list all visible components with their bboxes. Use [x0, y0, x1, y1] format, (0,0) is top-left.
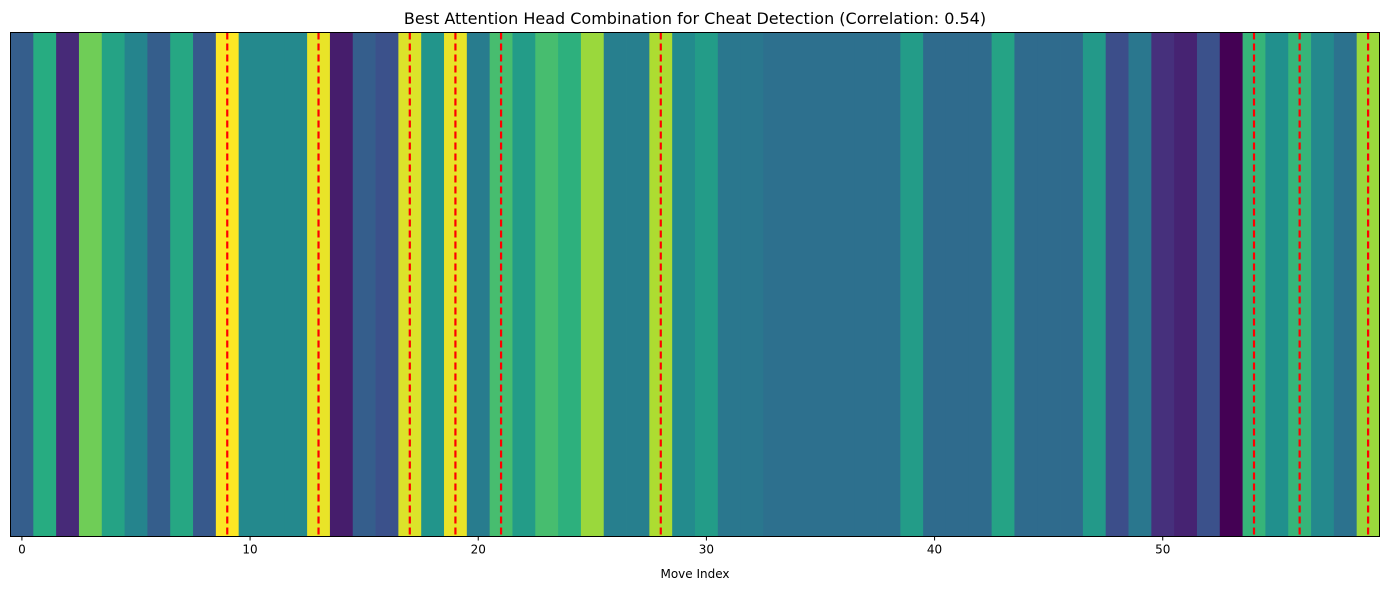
- heatmap-cell-33: [763, 32, 787, 537]
- heatmap-cell-14: [329, 32, 354, 537]
- heatmap-cell-4: [101, 32, 125, 537]
- heatmap-cell-43: [991, 32, 1015, 537]
- heatmap-cell-15: [352, 32, 376, 537]
- heatmap-cell-19: [444, 32, 468, 537]
- heatmap-cell-39: [900, 32, 924, 537]
- heatmap-cell-26: [603, 32, 627, 537]
- heatmap-cell-17: [398, 32, 422, 537]
- heatmap-cell-32: [740, 32, 764, 537]
- plot-frame: [10, 32, 1380, 537]
- heatmap-cell-9: [215, 32, 240, 537]
- x-tick-label-50: 50: [1155, 543, 1170, 557]
- heatmap-cell-7: [170, 32, 194, 537]
- heatmap-cell-6: [147, 32, 171, 537]
- heatmap-cell-50: [1151, 32, 1175, 537]
- heatmap-cell-3: [78, 32, 103, 537]
- heatmap-cell-40: [923, 32, 947, 537]
- heatmap-cell-49: [1128, 32, 1152, 537]
- heatmap-cell-20: [466, 32, 491, 537]
- heatmap-cell-58: [1333, 32, 1358, 537]
- heatmap-cell-41: [945, 32, 970, 537]
- x-axis-label: Move Index: [660, 567, 729, 581]
- heatmap-cell-29: [672, 32, 696, 537]
- heatmap-cell-53: [1219, 32, 1243, 537]
- heatmap-cell-44: [1014, 32, 1038, 537]
- heatmap-cell-45: [1037, 32, 1061, 537]
- x-tick-label-10: 10: [242, 543, 257, 557]
- heatmap-cell-21: [489, 32, 513, 537]
- heatmap-cell-13: [307, 32, 331, 537]
- heatmap-cell-5: [124, 32, 148, 537]
- heatmap-cell-23: [535, 32, 559, 537]
- x-tick-label-0: 0: [18, 543, 26, 557]
- heatmap-cell-42: [968, 32, 993, 537]
- x-tick-label-40: 40: [927, 543, 942, 557]
- highlight-lines: [226, 32, 1370, 537]
- heatmap-cell-27: [626, 32, 650, 537]
- heatmap-cell-28: [649, 32, 673, 537]
- heatmap-cell-56: [1288, 32, 1312, 537]
- heatmap-cell-22: [512, 32, 536, 537]
- heatmap-cell-24: [558, 32, 582, 537]
- heatmap-cell-10: [238, 32, 262, 537]
- heatmap-cell-36: [831, 32, 856, 537]
- heatmap-cell-2: [56, 32, 80, 537]
- heatmap-cell-54: [1242, 32, 1266, 537]
- x-axis-ticks: 0 10 20 30 40 50: [18, 536, 1170, 557]
- heatmap-cell-12: [284, 32, 308, 537]
- heatmap-cell-16: [375, 32, 399, 537]
- heatmap-cell-47: [1082, 32, 1107, 537]
- heatmap-cell-0: [10, 32, 34, 537]
- heatmap-cell-51: [1174, 32, 1198, 537]
- heatmap-cell-46: [1060, 32, 1084, 537]
- heatmap-cell-38: [877, 32, 901, 537]
- x-tick-label-20: 20: [471, 543, 486, 557]
- heatmap-cell-35: [809, 32, 833, 537]
- heatmap-cell-18: [421, 32, 445, 537]
- heatmap-cell-52: [1196, 32, 1221, 537]
- heatmap-cells: [10, 32, 1380, 537]
- heatmap-cell-34: [786, 32, 810, 537]
- heatmap-cell-25: [580, 32, 605, 537]
- chart-title: Best Attention Head Combination for Chea…: [404, 9, 986, 28]
- heatmap-cell-8: [193, 32, 217, 537]
- heatmap-cell-48: [1105, 32, 1129, 537]
- heatmap-cell-37: [854, 32, 878, 537]
- heatmap-cell-59: [1356, 32, 1380, 537]
- heatmap-cell-55: [1265, 32, 1289, 537]
- heatmap-cell-1: [33, 32, 57, 537]
- heatmap-cell-11: [261, 32, 285, 537]
- heatmap-cell-31: [717, 32, 742, 537]
- x-tick-label-30: 30: [699, 543, 714, 557]
- heatmap-cell-30: [695, 32, 719, 537]
- heatmap-cell-57: [1311, 32, 1335, 537]
